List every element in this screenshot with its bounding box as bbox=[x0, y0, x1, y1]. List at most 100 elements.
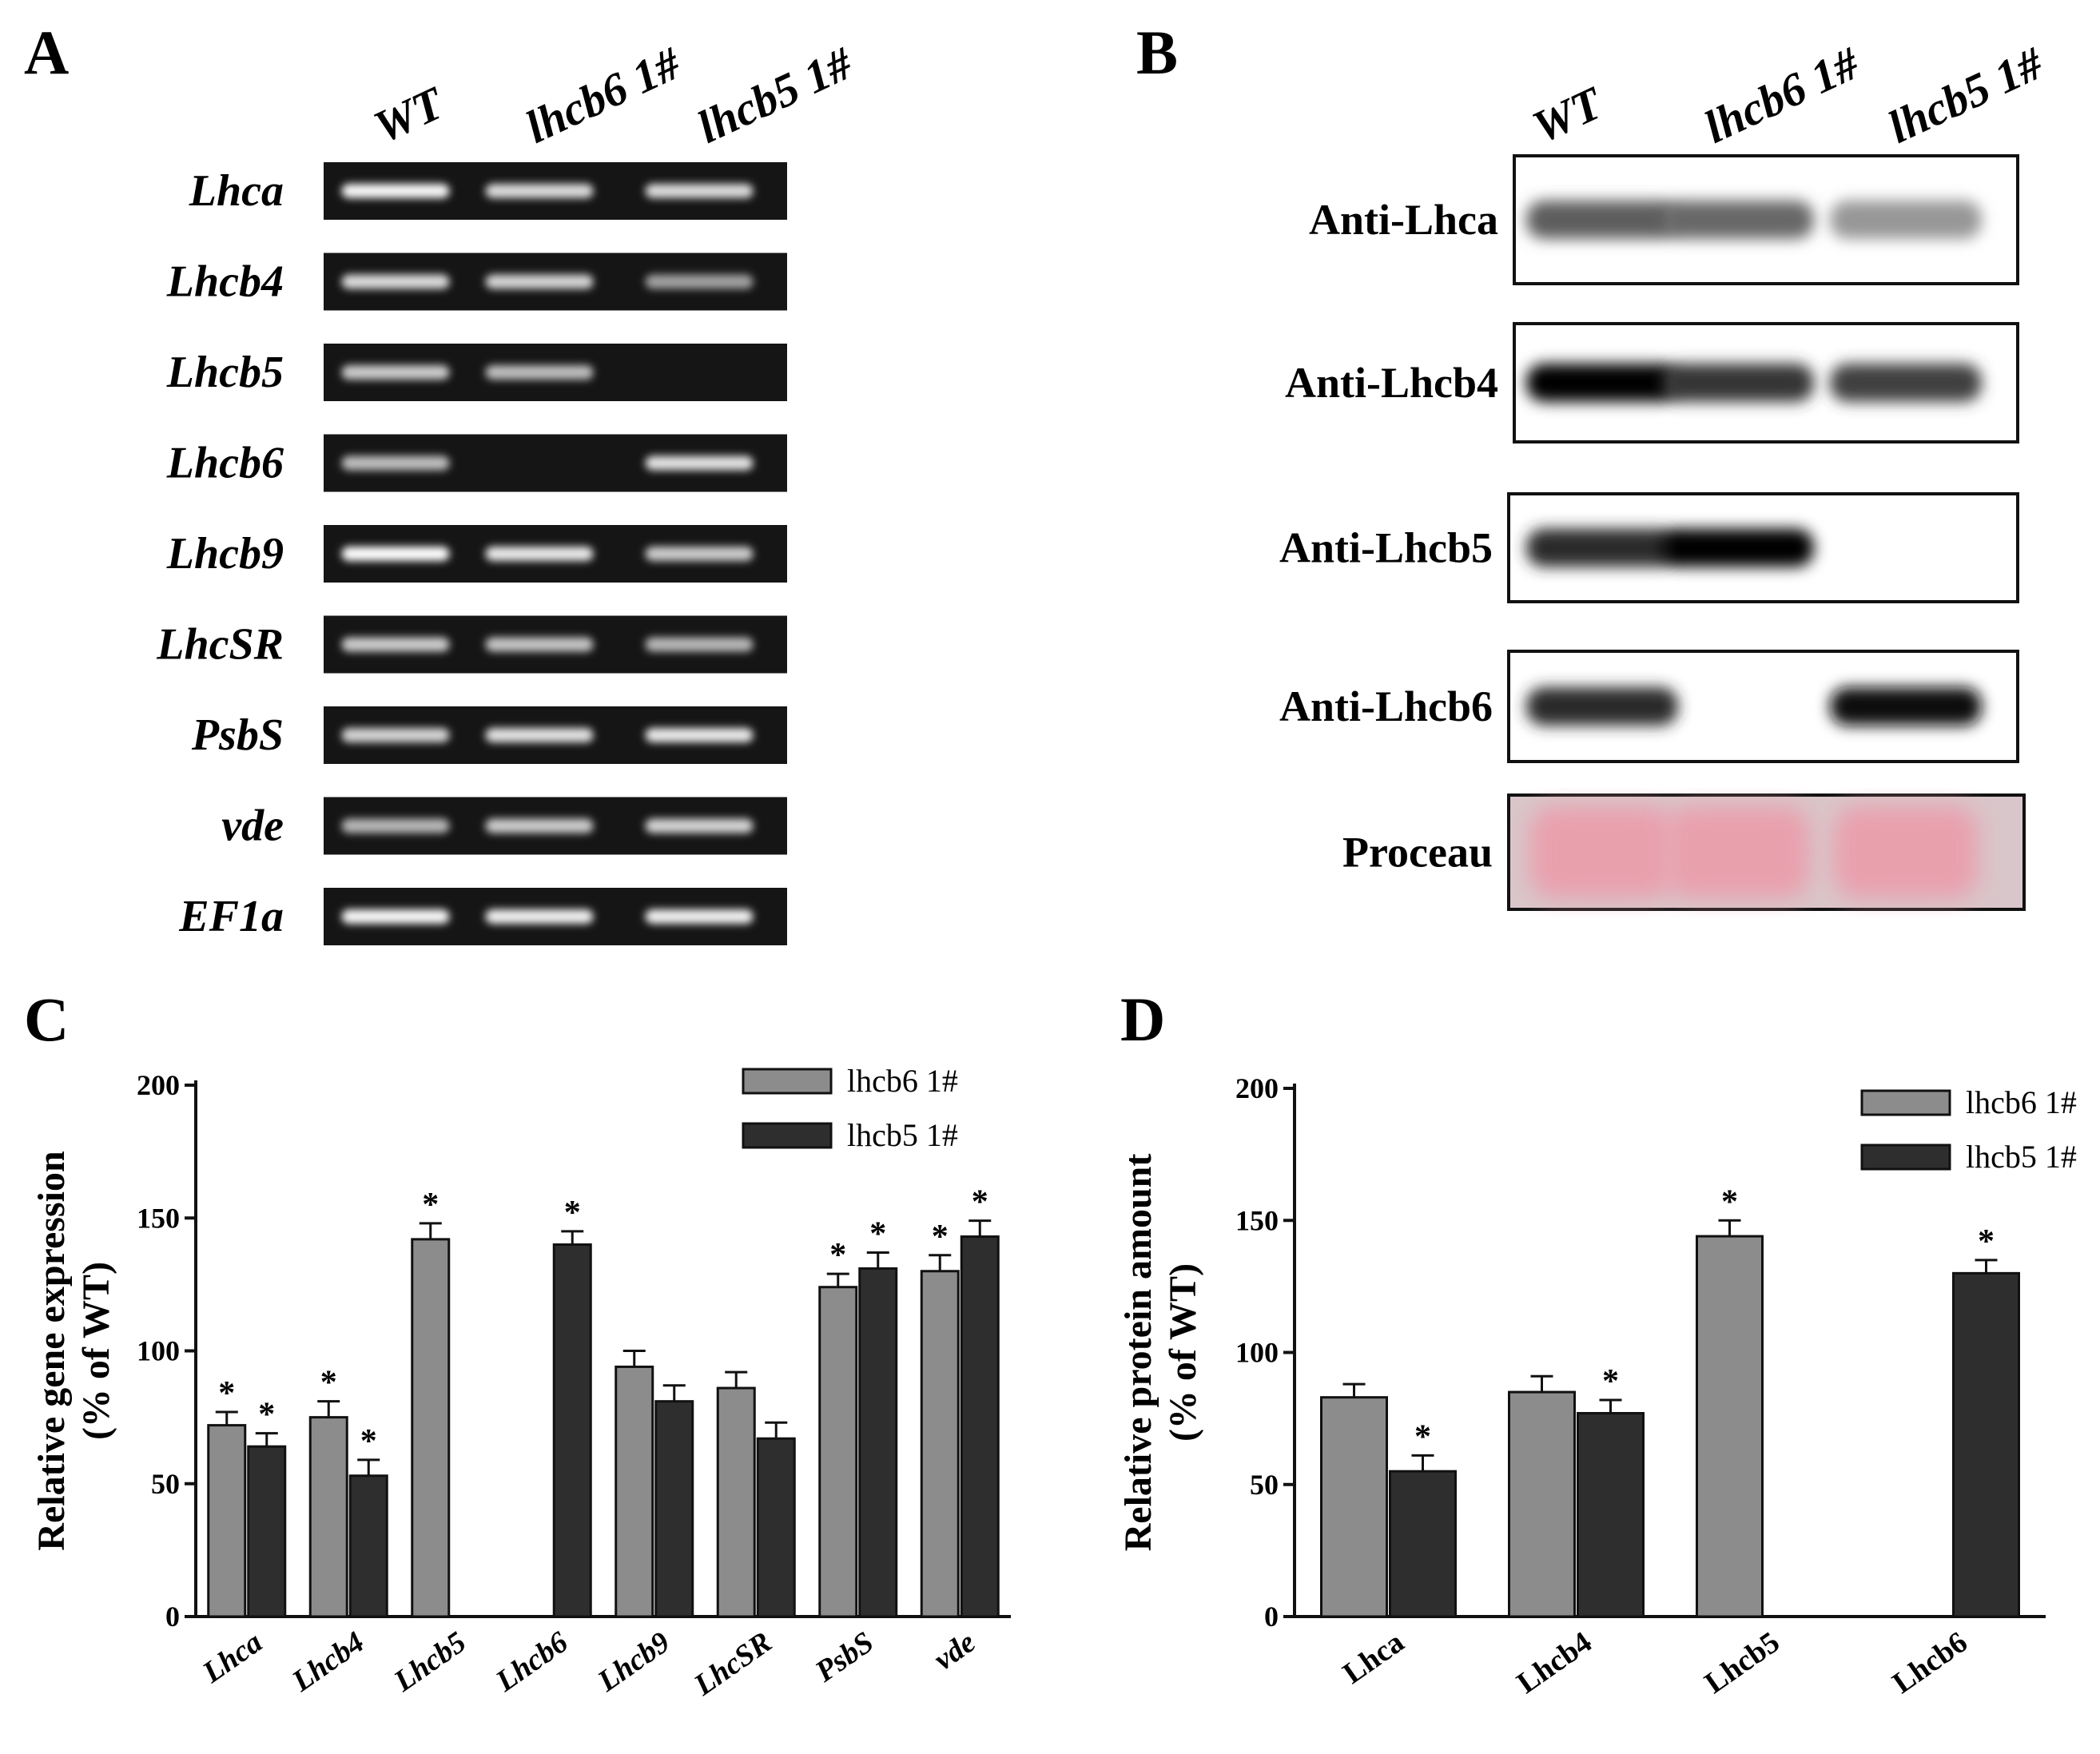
legend-label-lhcb6-1: lhcb6 1# bbox=[1966, 1084, 2077, 1120]
gel-band bbox=[341, 274, 450, 289]
gel-row-label: LhcSR bbox=[156, 620, 284, 670]
y-axis-title-line: Relative protein amount bbox=[1117, 1154, 1159, 1552]
y-axis-title-line: Relative gene expression bbox=[30, 1151, 73, 1550]
bar-lhcb5-1-lhca bbox=[247, 1445, 287, 1618]
bar-lhcb5-1-lhcb6 bbox=[1952, 1271, 2020, 1618]
x-tick-label-lhca: Lhca bbox=[1337, 1625, 1410, 1691]
gel-band bbox=[645, 274, 754, 289]
blot-band bbox=[1526, 528, 1678, 567]
blot-strips: Anti-Lhca Anti-Lhcb4 Anti-Lhcb5 Anti-Lhcb6 P… bbox=[1279, 154, 2026, 911]
gel-band bbox=[485, 728, 594, 742]
gel-band bbox=[485, 547, 594, 561]
legend-label-lhcb6-1: lhcb6 1# bbox=[847, 1063, 958, 1099]
significance-star: * bbox=[869, 1215, 886, 1252]
gel-band bbox=[645, 818, 754, 833]
legend-swatch-lhcb5-1 bbox=[742, 1122, 833, 1149]
gel-row-label: PsbS bbox=[191, 710, 284, 760]
blot-band bbox=[1830, 201, 1982, 239]
significance-star: * bbox=[320, 1365, 337, 1402]
gel-band bbox=[485, 274, 594, 289]
significance-star: * bbox=[932, 1219, 949, 1255]
x-tick-label-lhcb9: Lhcb9 bbox=[591, 1625, 676, 1699]
panel-a-gel: WT lhcb6 1# lhcb5 1# Lhca Lhcb4 Lhcb5 Lhcb6… bbox=[156, 37, 861, 945]
bar-lhcb6-1-lhcb5 bbox=[1696, 1235, 1764, 1618]
gel-band bbox=[341, 455, 450, 471]
x-tick-label-lhcb6: Lhcb6 bbox=[1887, 1625, 1974, 1700]
gel-band bbox=[645, 728, 754, 742]
y-axis-title: Relative gene expression(% of WT) bbox=[30, 1151, 117, 1550]
gel-row-label: Lhca bbox=[189, 166, 284, 216]
bar-lhcb5-1-lhca bbox=[1389, 1470, 1457, 1618]
y-tick-label: 0 bbox=[1264, 1601, 1279, 1633]
x-tick-label-lhcb5: Lhcb5 bbox=[388, 1625, 472, 1699]
significance-star: * bbox=[422, 1187, 439, 1223]
legend-swatch-lhcb5-1 bbox=[1860, 1143, 1951, 1171]
gel-band bbox=[341, 818, 450, 833]
panel-letter-b: B bbox=[1136, 18, 1178, 87]
gel-band bbox=[485, 637, 594, 652]
blot-band bbox=[1526, 687, 1678, 726]
gel-lane-label-wt: WT bbox=[366, 76, 453, 153]
y-axis-title-line: (% of WT) bbox=[1162, 1263, 1204, 1442]
y-tick-label: 50 bbox=[151, 1468, 180, 1500]
gel-band bbox=[645, 455, 754, 471]
panel-letter-c: C bbox=[24, 984, 69, 1054]
blot-band bbox=[1830, 687, 1982, 726]
legend-swatch-lhcb6-1 bbox=[742, 1068, 833, 1095]
gel-row-label: Lhcb4 bbox=[166, 257, 284, 307]
bar-lhcb6-1-lhca bbox=[1320, 1396, 1388, 1618]
gel-lane-labels: WT lhcb6 1# lhcb5 1# bbox=[366, 37, 861, 153]
bar-lhcb6-1-vde bbox=[920, 1270, 960, 1618]
gel-band bbox=[341, 547, 450, 561]
y-tick-label: 200 bbox=[137, 1069, 180, 1101]
gel-band bbox=[485, 184, 594, 198]
panel-letter-d: D bbox=[1120, 984, 1165, 1054]
gel-row-label: Lhcb5 bbox=[166, 348, 284, 397]
gel-band bbox=[645, 547, 754, 561]
y-tick-label: 150 bbox=[137, 1202, 180, 1234]
x-tick-label-lhcsr: LhcSR bbox=[687, 1625, 778, 1703]
bar-lhcb5-1-lhcsr bbox=[756, 1437, 796, 1618]
bar-lhcb6-1-lhcb4 bbox=[1508, 1390, 1576, 1618]
gel-band bbox=[485, 818, 594, 833]
bar-lhcb6-1-psbs bbox=[818, 1286, 858, 1618]
y-tick-label: 0 bbox=[165, 1601, 180, 1633]
legend-label-lhcb5-1: lhcb5 1# bbox=[1966, 1139, 2077, 1175]
significance-star: * bbox=[1414, 1418, 1431, 1455]
gel-row-label: Lhcb9 bbox=[166, 529, 284, 579]
significance-star: * bbox=[258, 1397, 275, 1434]
blot-band bbox=[1830, 364, 1982, 402]
gel-band bbox=[485, 909, 594, 924]
x-tick-label-lhcb4: Lhcb4 bbox=[285, 1625, 370, 1699]
significance-star: * bbox=[360, 1423, 377, 1460]
significance-star: * bbox=[564, 1195, 581, 1231]
blot-band bbox=[1526, 364, 1678, 402]
gel-row-label: vde bbox=[221, 801, 284, 851]
blot-band bbox=[1662, 201, 1814, 239]
y-tick-label: 150 bbox=[1235, 1204, 1279, 1236]
legend-label-lhcb5-1: lhcb5 1# bbox=[847, 1117, 958, 1153]
gel-band bbox=[485, 365, 594, 380]
bar-lhcb5-1-psbs bbox=[858, 1267, 898, 1618]
significance-star: * bbox=[1602, 1363, 1619, 1400]
bar-lhcb5-1-lhcb4 bbox=[348, 1474, 388, 1618]
bar-lhcb6-1-lhcb5 bbox=[411, 1238, 451, 1618]
x-tick-label-lhca: Lhca bbox=[196, 1625, 268, 1690]
gel-lane-label-lhcb5: lhcb5 1# bbox=[690, 37, 861, 153]
blot-lane-label-lhcb5: lhcb5 1# bbox=[1880, 37, 2051, 153]
y-axis-title-line: (% of WT) bbox=[75, 1262, 117, 1440]
gel-strips: Lhca Lhcb4 Lhcb5 Lhcb6 Lhcb9 LhcSR PsbS vde EF1a bbox=[156, 162, 787, 945]
ponceau-lane bbox=[1834, 806, 1978, 898]
blot-lane-labels: WT lhcb6 1# lhcb5 1# bbox=[1525, 37, 2051, 153]
blot-band bbox=[1526, 201, 1678, 239]
gel-band bbox=[341, 909, 450, 924]
chart-d-protein-amount: 0 50 100 150 200 Relative protein amount(% of… bbox=[1117, 1072, 2077, 1700]
gel-band bbox=[645, 909, 754, 924]
significance-star: * bbox=[972, 1184, 988, 1221]
bar-lhcb6-1-lhcb9 bbox=[614, 1365, 654, 1618]
blot-row-label: Anti-Lhcb6 bbox=[1279, 682, 1493, 730]
blot-row-label: Anti-Lhcb4 bbox=[1285, 359, 1498, 407]
panel-letter-a: A bbox=[24, 18, 69, 87]
y-tick-label: 200 bbox=[1235, 1072, 1279, 1104]
